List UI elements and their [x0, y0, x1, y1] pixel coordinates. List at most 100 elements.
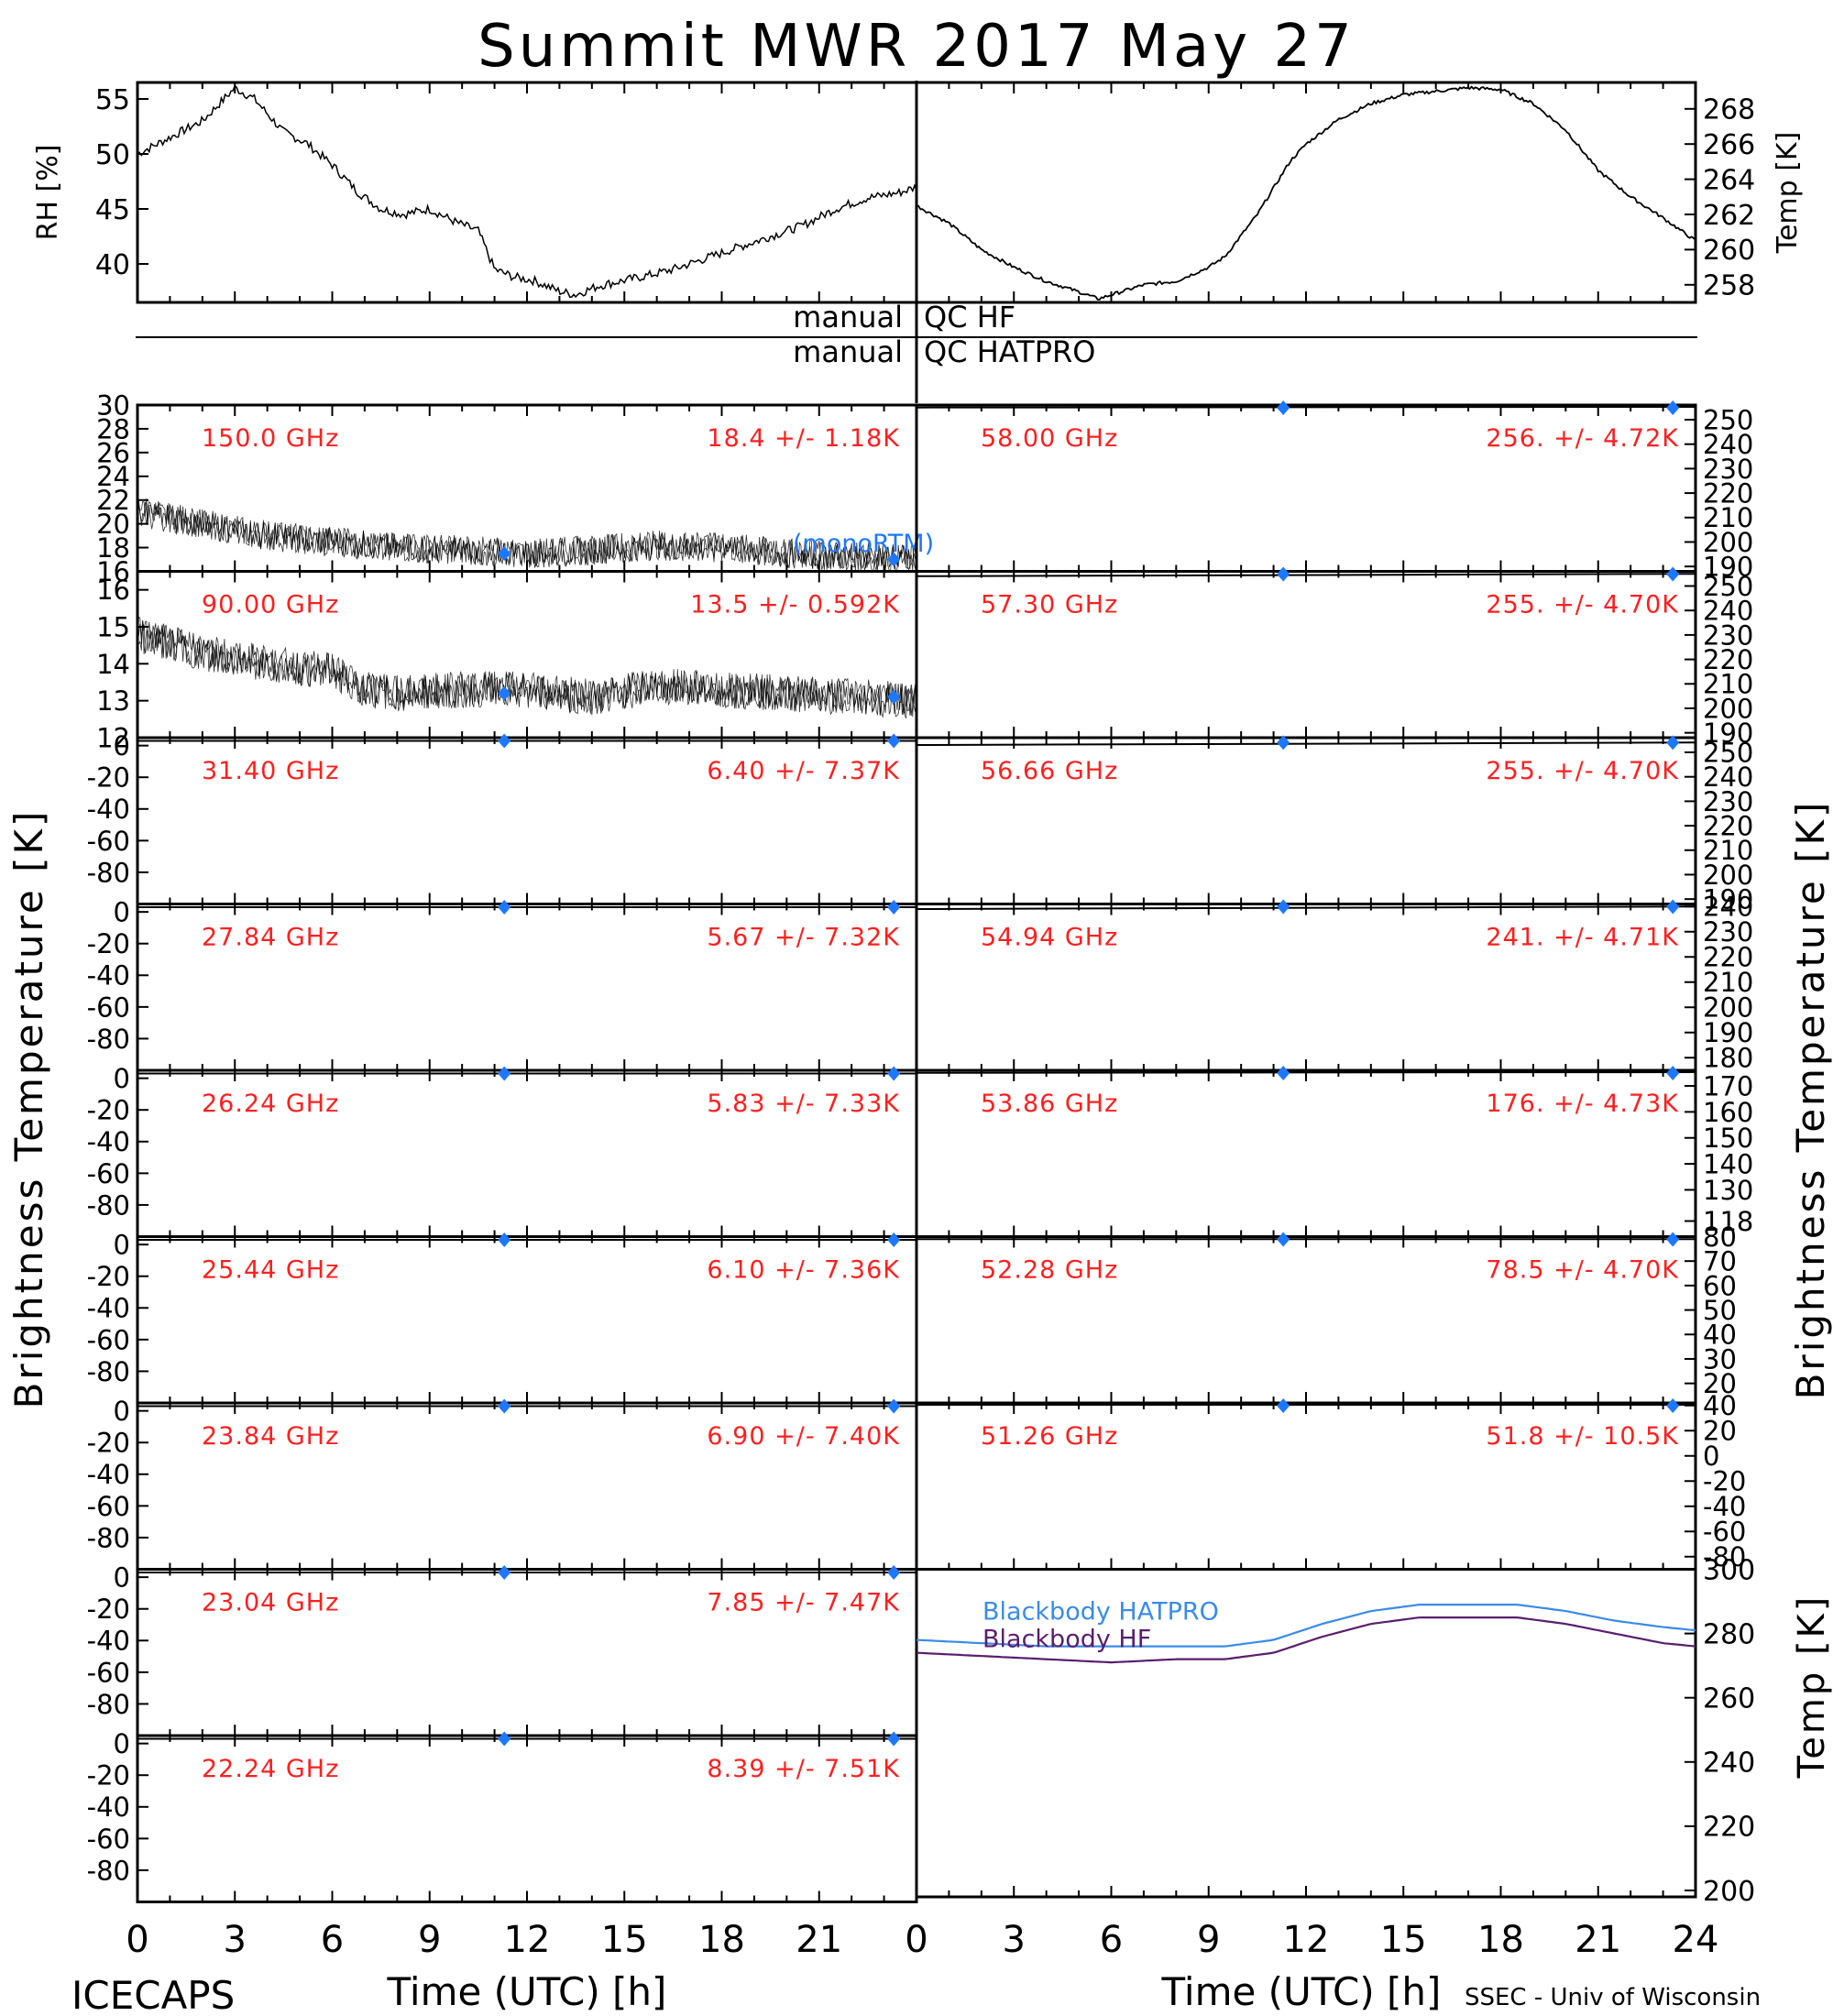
ch2224-tick-label: -80 — [87, 1855, 130, 1886]
ch2224-tick-label: -40 — [87, 1791, 130, 1823]
temp-series — [916, 85, 1696, 301]
ch150-marker — [498, 546, 511, 562]
ch90-tick-label: 13 — [96, 685, 130, 717]
ch2384-freq-label: 23.84 GHz — [202, 1422, 339, 1451]
ch5228-tick-label: 40 — [1703, 1320, 1737, 1351]
ch5494-tick-label: 240 — [1703, 892, 1753, 923]
ch2384-marker — [887, 1398, 901, 1414]
ch150-series — [137, 499, 917, 571]
ch5666-marker — [1666, 735, 1680, 751]
ch2624-stat-label: 5.83 +/- 7.33K — [707, 1090, 900, 1118]
ch5494-tick-label: 230 — [1703, 916, 1753, 948]
ch2304-marker — [498, 1564, 511, 1580]
blackbody-series-1 — [916, 1616, 1696, 1664]
ch2384-tick-label: -60 — [87, 1491, 130, 1522]
ch2304-freq-label: 23.04 GHz — [202, 1589, 339, 1617]
rh-tick-label: 45 — [95, 194, 130, 226]
ch5730-tick-label: 190 — [1703, 718, 1753, 749]
ch2224-marker — [887, 1731, 901, 1747]
x-tick-label-right: 9 — [1197, 1919, 1220, 1961]
ch5666-stat-label: 255. +/- 4.70K — [1486, 757, 1679, 785]
ch2384-tick-label: 0 — [114, 1396, 130, 1427]
ch2224-tick-label: -20 — [87, 1760, 130, 1791]
ch5666-marker — [1277, 735, 1290, 751]
ch2544-stat-label: 6.10 +/- 7.36K — [707, 1256, 900, 1285]
ch5228-tick-label: 50 — [1703, 1295, 1737, 1326]
ch2384-stat-label: 6.90 +/- 7.40K — [707, 1422, 900, 1451]
blackbody-series-0 — [916, 1604, 1696, 1648]
temp-tick-label: 258 — [1703, 270, 1755, 302]
ch3140-marker — [887, 733, 901, 749]
qc-hatpro-label: QC HATPRO — [924, 334, 1095, 369]
ch150-series — [137, 500, 917, 572]
ch2784-tick-label: 0 — [114, 897, 130, 928]
blackbody-tick-label: 200 — [1703, 1876, 1755, 1908]
blackbody-tick-label: 300 — [1703, 1554, 1755, 1586]
ch2224-freq-label: 22.24 GHz — [202, 1755, 339, 1783]
ch2624-tick-label: -80 — [87, 1189, 130, 1221]
ch2304-tick-label: -20 — [87, 1594, 130, 1625]
ch5730-marker — [1666, 566, 1680, 582]
x-tick-label-left: 21 — [796, 1919, 842, 1961]
ch5228-tick-label: 80 — [1703, 1222, 1737, 1253]
ch2624-marker — [498, 1066, 511, 1081]
ch3140-tick-label: -40 — [87, 794, 130, 825]
x-tick-label-left: 9 — [418, 1919, 441, 1961]
ch150-freq-label: 150.0 GHz — [202, 424, 339, 453]
ch150-tick-label: 16 — [96, 556, 130, 587]
ch2224-tick-label: -60 — [87, 1824, 130, 1855]
ch150-stat-label: 18.4 +/- 1.18K — [707, 424, 900, 453]
ch2624-tick-label: -40 — [87, 1126, 130, 1157]
ch5228-tick-label: 70 — [1703, 1246, 1737, 1277]
ch58-series — [916, 406, 1696, 409]
ch5666-freq-label: 56.66 GHz — [981, 757, 1118, 785]
ch150-model-label: (monoRTM) — [793, 530, 934, 558]
temp-tick-label: 268 — [1703, 94, 1755, 126]
ch90-tick-label: 12 — [96, 722, 130, 753]
icecaps-label: ICECAPS — [71, 1973, 235, 2016]
ch2784-marker — [498, 899, 511, 915]
x-tick-label-right: 12 — [1283, 1919, 1330, 1961]
ch90-tick-label: 16 — [96, 575, 130, 606]
ch2544-marker — [887, 1232, 901, 1247]
ch5228-freq-label: 52.28 GHz — [981, 1256, 1118, 1285]
ch5386-stat-label: 176. +/- 4.73K — [1486, 1090, 1679, 1118]
ch5494-stat-label: 241. +/- 4.71K — [1486, 924, 1679, 952]
ch2784-tick-label: -80 — [87, 1024, 130, 1055]
ch5126-tick-label: 0 — [1703, 1441, 1719, 1472]
ch150-tick-label: 30 — [96, 389, 130, 421]
channel-ch2384: 0-20-40-60-80 23.84 GHz 6.90 +/- 7.40K — [87, 1396, 918, 1571]
x-axes: 0 3 6 9 12 15 18 21 0 3 6 9 12 15 18 21 24 — [126, 1919, 1718, 1961]
ch150-tick-label: 20 — [96, 509, 130, 540]
ch5386-tick-label: 170 — [1703, 1070, 1753, 1101]
ch3140-freq-label: 31.40 GHz — [202, 757, 339, 785]
ch5228-marker — [1666, 1232, 1680, 1247]
ch5730-tick-label: 240 — [1703, 596, 1753, 627]
right-y-axis-label: Brightness Temperature [K] — [1788, 800, 1833, 1400]
rh-tick-label: 55 — [95, 84, 130, 116]
ch3140-tick-label: -20 — [87, 762, 130, 794]
ch58-tick-label: 250 — [1703, 404, 1753, 435]
ch2784-freq-label: 27.84 GHz — [202, 924, 339, 952]
rh-series — [137, 84, 917, 299]
channel-ch2624: 0-20-40-60-80 26.24 GHz 5.83 +/- 7.33K — [87, 1063, 918, 1238]
x-tick-label-left: 3 — [224, 1919, 247, 1961]
channel-ch3140: 0-20-40-60-80 31.40 GHz 6.40 +/- 7.37K — [87, 730, 918, 905]
ch5386-marker — [1277, 1066, 1290, 1080]
channel-ch2304: 0-20-40-60-80 23.04 GHz 7.85 +/- 7.47K — [87, 1562, 918, 1737]
ch5730-marker — [1277, 566, 1290, 582]
ch3140-tick-label: -60 — [87, 826, 130, 857]
x-tick-label-left: 0 — [126, 1919, 148, 1961]
ch5494-marker — [1277, 899, 1290, 915]
ch5386-tick-label: 140 — [1703, 1149, 1753, 1180]
blackbody-legend-1: Blackbody HF — [982, 1626, 1151, 1654]
x-tick-label-left: 15 — [601, 1919, 648, 1961]
ch90-stat-label: 13.5 +/- 0.592K — [690, 591, 900, 619]
temp-tick-label: 262 — [1703, 200, 1755, 232]
blackbody-tick-label: 280 — [1703, 1618, 1755, 1650]
ch2544-tick-label: -20 — [87, 1261, 130, 1292]
ch5386-series — [916, 1071, 1696, 1074]
